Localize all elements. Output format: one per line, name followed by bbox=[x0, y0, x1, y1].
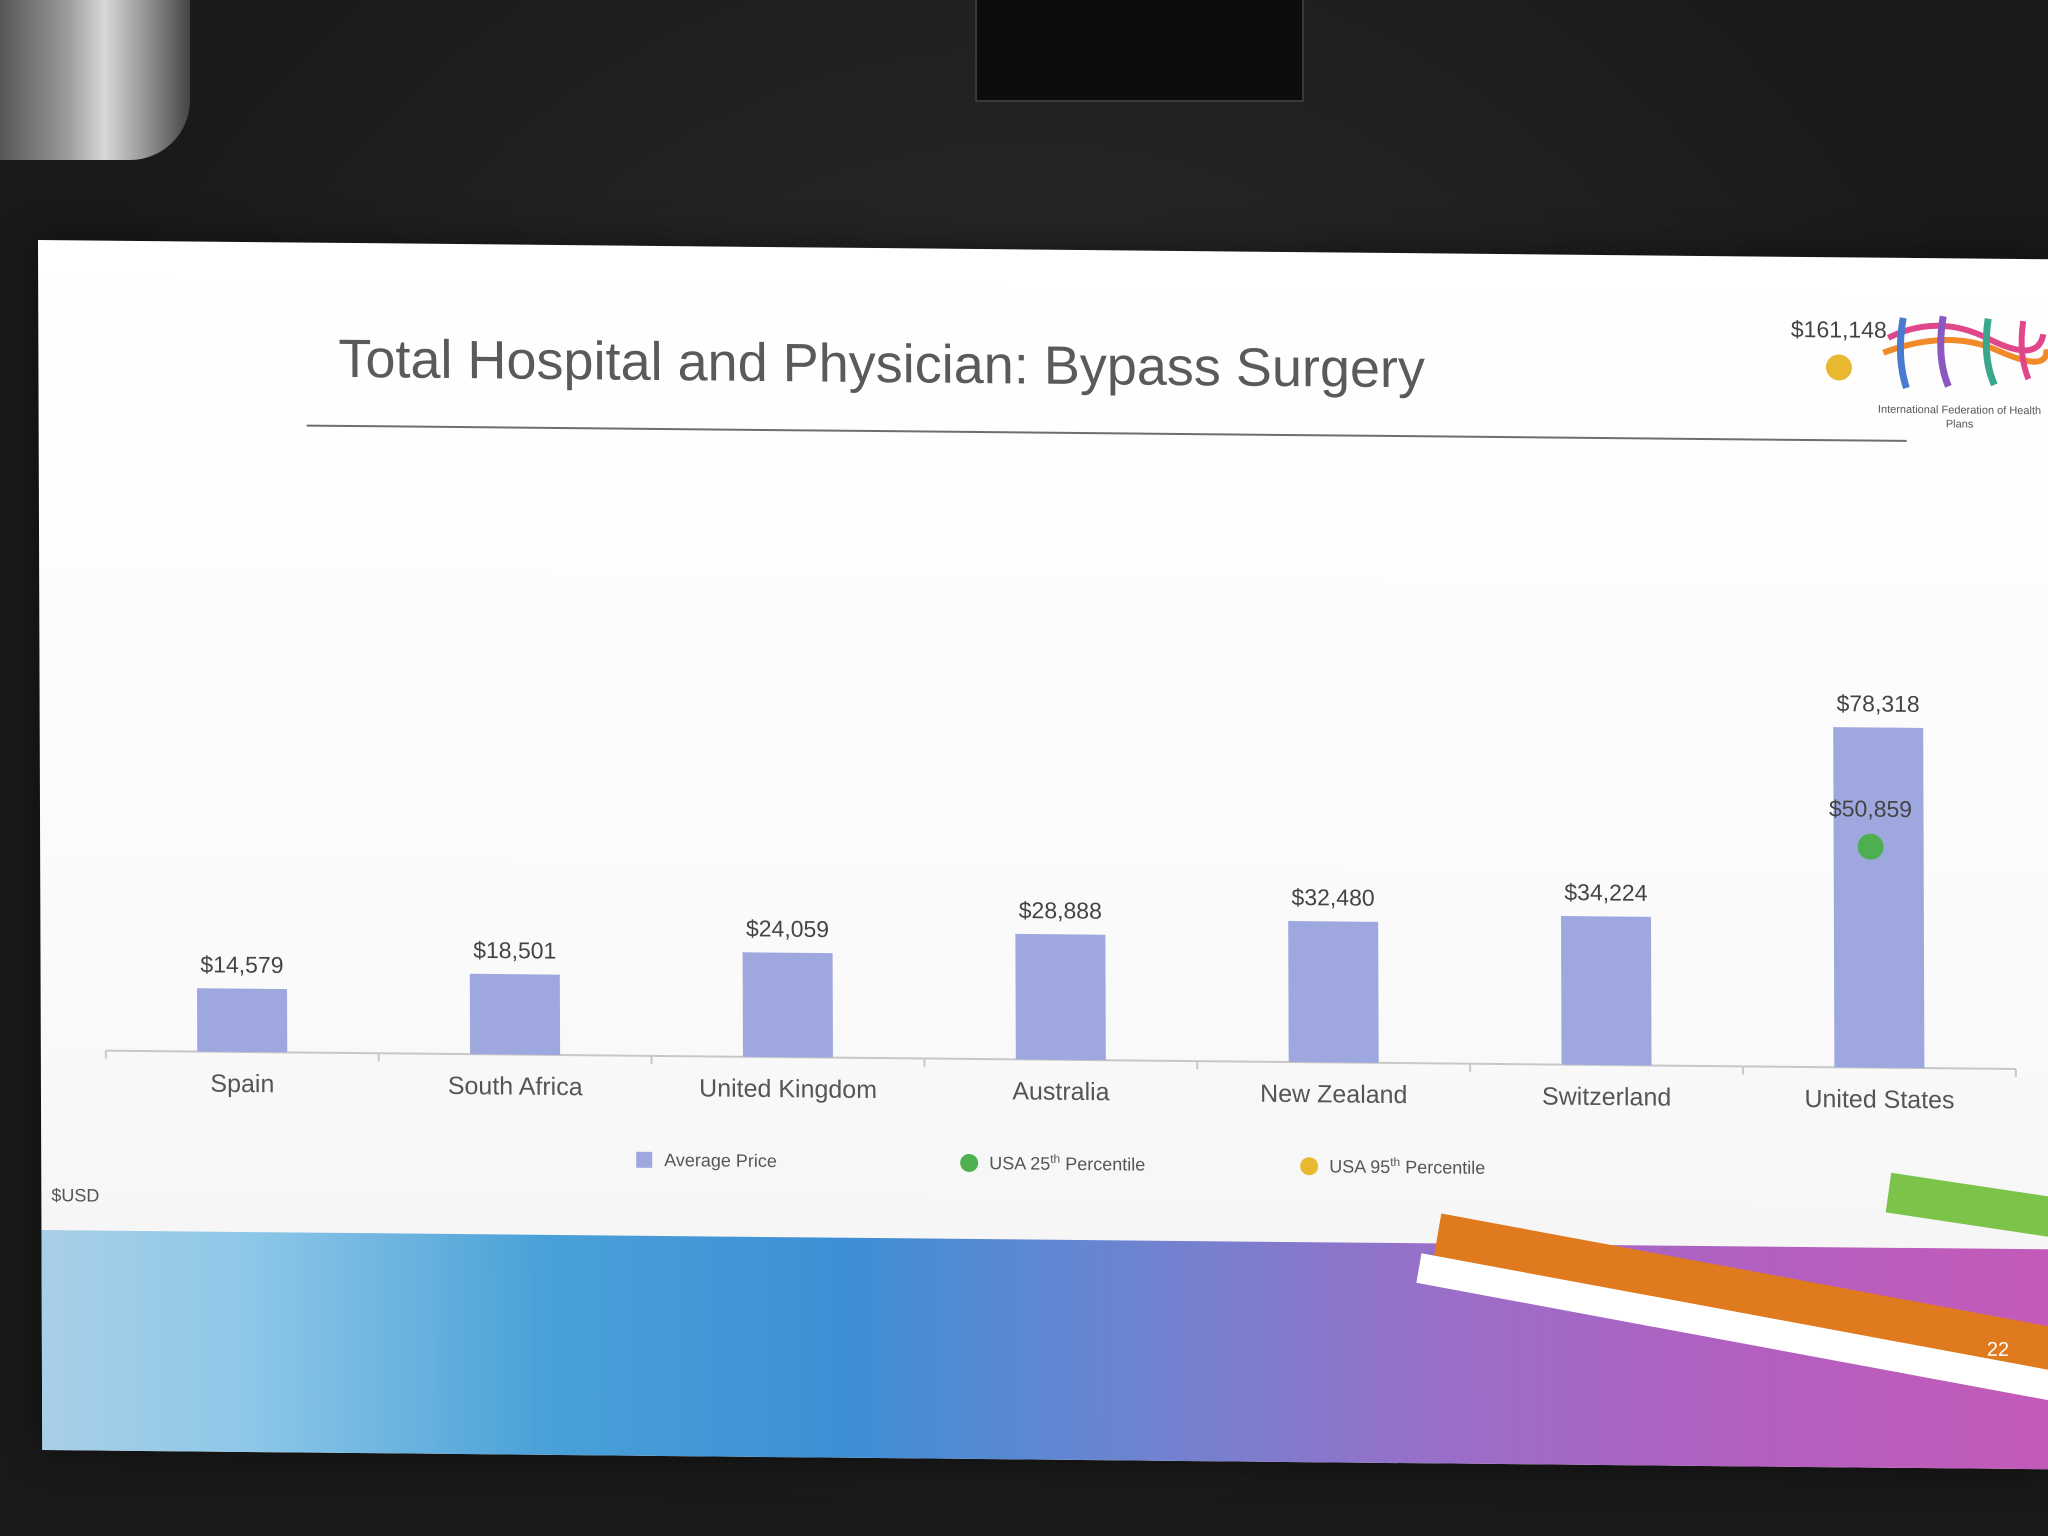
usa-95th-percentile-label: $161,148 bbox=[1791, 316, 1887, 343]
bar-united-states bbox=[1833, 727, 1925, 1069]
legend-label: Average Price bbox=[664, 1150, 777, 1171]
x-tick-label: Australia bbox=[1012, 1077, 1109, 1106]
bar-australia bbox=[1015, 933, 1106, 1061]
x-tick-label: South Africa bbox=[448, 1072, 583, 1101]
bar-value-label: $34,224 bbox=[1564, 879, 1647, 906]
usa-25th-percentile-point bbox=[1857, 833, 1884, 860]
bar-new-zealand bbox=[1288, 920, 1379, 1063]
bar-value-label: $32,480 bbox=[1291, 884, 1374, 911]
x-tick-label: United Kingdom bbox=[699, 1074, 877, 1104]
bar-value-label: $14,579 bbox=[200, 951, 283, 978]
footer-gradient-band bbox=[41, 1230, 2048, 1470]
x-tick-label: United States bbox=[1804, 1085, 1954, 1114]
slide-page-number: 22 bbox=[1986, 1338, 2010, 1361]
projected-slide: Total Hospital and Physician: Bypass Sur… bbox=[38, 240, 2048, 1470]
ceiling-camera bbox=[975, 0, 1304, 102]
usa-95th-percentile-point bbox=[1825, 354, 1852, 381]
legend-label: USA 95th Percentile bbox=[1329, 1154, 1485, 1177]
usa-25th-percentile-label: $50,859 bbox=[1829, 795, 1912, 822]
currency-unit-label: $USD bbox=[51, 1185, 100, 1206]
bar-switzerland bbox=[1561, 915, 1652, 1066]
bar-value-label: $78,318 bbox=[1837, 690, 1920, 717]
bar-chart: $14,579 Spain $18,501 South Africa $24,059 Un… bbox=[104, 316, 2017, 1178]
x-tick-label: New Zealand bbox=[1260, 1080, 1407, 1109]
bar-value-label: $24,059 bbox=[746, 915, 829, 942]
projector-pole bbox=[0, 0, 190, 160]
bar-value-label: $18,501 bbox=[473, 937, 556, 964]
legend-label: USA 25th Percentile bbox=[989, 1151, 1145, 1174]
ifhp-logo bbox=[1882, 315, 2048, 390]
legend-swatch-average-price bbox=[636, 1151, 653, 1168]
legend-swatch-usa-25th bbox=[960, 1153, 979, 1172]
bar-value-label: $28,888 bbox=[1019, 897, 1102, 924]
bar-united-kingdom bbox=[742, 952, 833, 1058]
x-tick-label: Spain bbox=[210, 1070, 274, 1099]
x-tick-label: Switzerland bbox=[1542, 1082, 1671, 1111]
bar-spain bbox=[197, 988, 288, 1053]
bar-south-africa bbox=[469, 973, 561, 1056]
legend-swatch-usa-95th bbox=[1300, 1157, 1319, 1176]
x-axis-line bbox=[105, 1049, 2016, 1070]
